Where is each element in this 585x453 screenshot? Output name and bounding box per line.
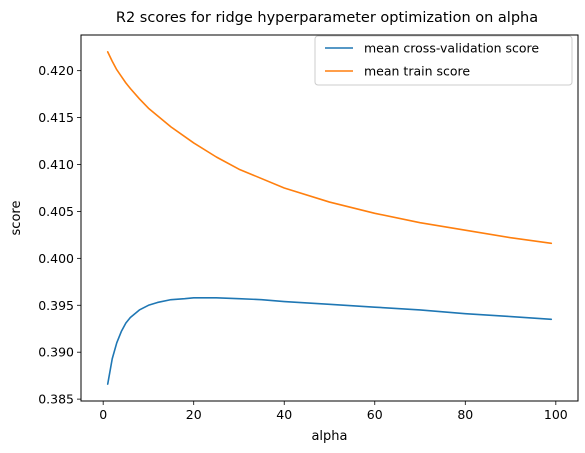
x-tick-label: 100 [544, 407, 568, 422]
y-tick-label: 0.400 [38, 251, 74, 266]
x-axis-ticks: 0 20 40 60 80 100 [99, 401, 568, 422]
x-tick-label: 40 [276, 407, 292, 422]
y-tick-label: 0.410 [38, 157, 74, 172]
x-tick-label: 20 [186, 407, 202, 422]
legend-box [314, 35, 573, 86]
x-tick-label: 60 [367, 407, 383, 422]
y-axis-ticks: 0.385 0.390 0.395 0.400 0.405 0.410 0.415 0.420 [38, 63, 81, 407]
y-tick-label: 0.385 [38, 392, 74, 407]
plot-frame [80, 34, 579, 402]
chart-title: R2 scores for ridge hyperparameter optim… [116, 10, 538, 26]
y-tick-label: 0.420 [38, 63, 74, 78]
y-tick-label: 0.390 [38, 345, 74, 360]
y-axis-label: score [9, 201, 24, 236]
x-axis-label: alpha [311, 429, 347, 444]
legend-label-train: mean train score [364, 64, 470, 79]
y-tick-label: 0.415 [38, 110, 74, 125]
x-tick-label: 0 [99, 407, 107, 422]
y-tick-label: 0.405 [38, 204, 74, 219]
y-tick-label: 0.395 [38, 298, 74, 313]
series-line-0 [106, 296, 553, 385]
legend: mean cross-validation score mean train s… [314, 35, 573, 86]
legend-label-cv: mean cross-validation score [364, 41, 539, 56]
x-tick-label: 80 [457, 407, 473, 422]
series-line-1 [106, 51, 553, 245]
plot-series [106, 51, 553, 385]
